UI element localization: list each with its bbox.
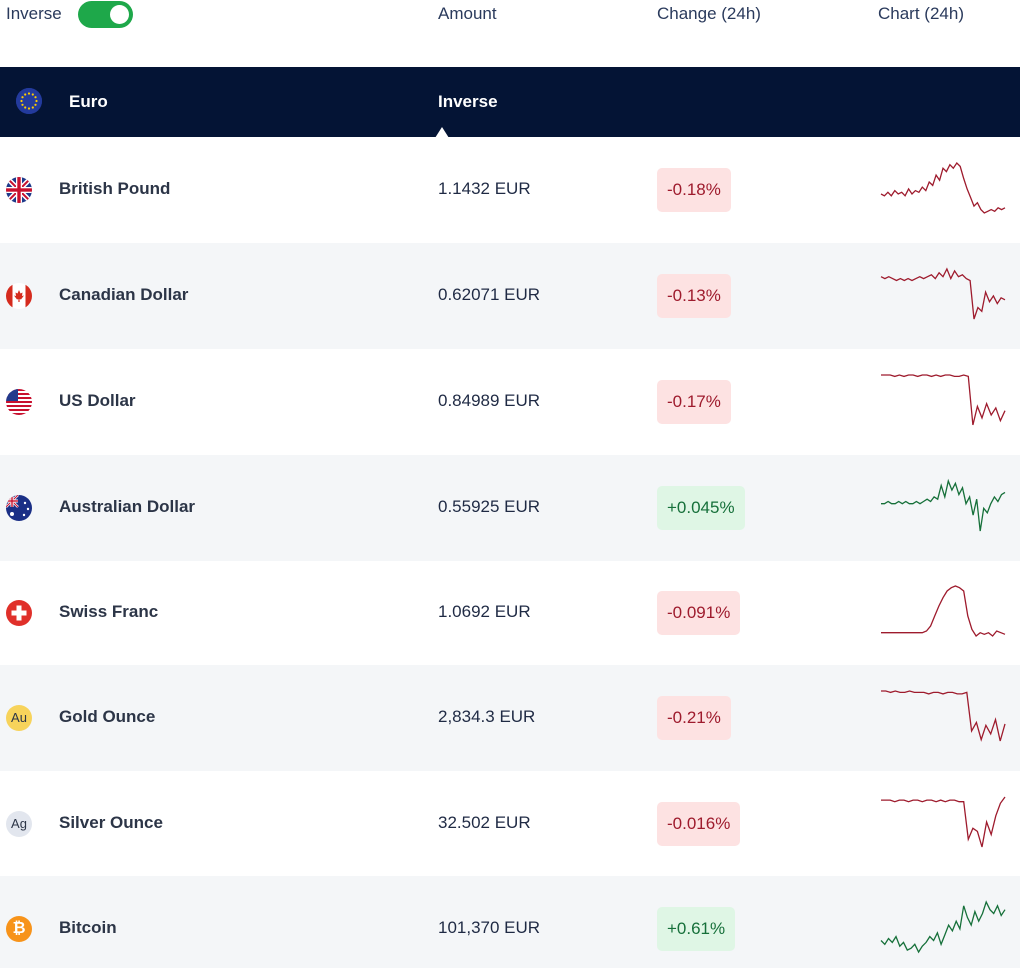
change-badge: -0.091% bbox=[657, 591, 741, 635]
currency-row-gold-ounce[interactable]: Au Gold Ounce 2,834.3 EUR -0.21% bbox=[0, 665, 1020, 771]
silver-icon: Ag bbox=[6, 811, 32, 837]
sparkline-line bbox=[881, 796, 1006, 848]
column-header-amount[interactable]: Amount bbox=[438, 4, 497, 23]
currency-amount: 0.84989 EUR bbox=[438, 391, 541, 410]
change-badge: -0.18% bbox=[657, 168, 731, 212]
change-badge: -0.21% bbox=[657, 696, 731, 740]
sparkline-chart bbox=[881, 374, 1006, 426]
sparkline-line bbox=[881, 585, 1006, 637]
currency-row-swiss-franc[interactable]: Swiss Franc 1.0692 EUR -0.091% bbox=[0, 560, 1020, 666]
currency-row-australian-dollar[interactable]: Australian Dollar 0.55925 EUR +0.045% bbox=[0, 455, 1020, 561]
currency-amount: 1.1432 EUR bbox=[438, 179, 531, 198]
base-mode-label: Inverse bbox=[438, 92, 498, 111]
currency-row-us-dollar[interactable]: US Dollar 0.84989 EUR -0.17% bbox=[0, 349, 1020, 455]
currency-name[interactable]: US Dollar bbox=[59, 391, 136, 410]
currency-row-silver-ounce[interactable]: Ag Silver Ounce 32.502 EUR -0.016% bbox=[0, 771, 1020, 877]
change-badge: -0.016% bbox=[657, 802, 741, 846]
sparkline-chart bbox=[881, 796, 1006, 848]
change-badge: +0.61% bbox=[657, 907, 736, 951]
sparkline-line bbox=[881, 478, 1006, 532]
column-header-chart: Chart (24h) bbox=[878, 4, 964, 23]
currency-name[interactable]: Australian Dollar bbox=[59, 497, 196, 516]
sparkline-line bbox=[881, 690, 1006, 742]
currency-name[interactable]: Swiss Franc bbox=[59, 602, 159, 621]
currency-name[interactable]: Gold Ounce bbox=[59, 707, 156, 726]
sparkline-chart bbox=[881, 585, 1006, 637]
currency-row-canadian-dollar[interactable]: Canadian Dollar 0.62071 EUR -0.13% bbox=[0, 243, 1020, 349]
currency-amount: 1.0692 EUR bbox=[438, 602, 531, 621]
currency-name[interactable]: Bitcoin bbox=[59, 918, 117, 937]
sparkline-line bbox=[880, 161, 1006, 214]
bitcoin-icon: ₿ bbox=[6, 916, 32, 942]
base-currency-name[interactable]: Euro bbox=[69, 92, 108, 111]
change-badge: -0.17% bbox=[657, 380, 731, 424]
table-header: Inverse Amount Change (24h) Chart (24h) bbox=[0, 0, 1020, 67]
sparkline-chart bbox=[881, 478, 1006, 532]
sparkline-chart bbox=[880, 161, 1006, 214]
gold-icon: Au bbox=[6, 705, 32, 731]
sparkline-chart bbox=[880, 900, 1006, 954]
currency-name[interactable]: Silver Ounce bbox=[59, 813, 163, 832]
currency-amount: 0.62071 EUR bbox=[438, 285, 541, 304]
inverse-label: Inverse bbox=[6, 4, 62, 23]
canada-flag-icon bbox=[6, 283, 32, 309]
currency-row-british-pound[interactable]: British Pound 1.1432 EUR -0.18% bbox=[0, 137, 1020, 243]
base-currency-row[interactable] bbox=[0, 67, 1020, 137]
inverse-toggle[interactable] bbox=[78, 1, 133, 28]
swiss-flag-icon bbox=[6, 600, 32, 626]
sparkline-chart bbox=[880, 267, 1006, 320]
australia-flag-icon bbox=[6, 495, 32, 521]
currency-amount: 32.502 EUR bbox=[438, 813, 531, 832]
us-flag-icon bbox=[6, 389, 32, 415]
sparkline-chart bbox=[881, 690, 1006, 742]
uk-flag-icon bbox=[6, 177, 32, 203]
currency-name[interactable]: Canadian Dollar bbox=[59, 285, 189, 304]
sparkline-line bbox=[881, 374, 1006, 426]
toggle-knob bbox=[110, 5, 129, 24]
selection-notch bbox=[435, 127, 449, 138]
currency-amount: 2,834.3 EUR bbox=[438, 707, 536, 726]
eu-flag-icon bbox=[16, 88, 42, 114]
sparkline-line bbox=[880, 900, 1006, 954]
change-badge: -0.13% bbox=[657, 274, 731, 318]
change-badge: +0.045% bbox=[657, 486, 745, 530]
currency-row-bitcoin[interactable]: ₿ Bitcoin 101,370 EUR +0.61% bbox=[0, 876, 1020, 968]
column-header-change[interactable]: Change (24h) bbox=[657, 4, 761, 23]
sparkline-line bbox=[880, 267, 1006, 320]
currency-amount: 101,370 EUR bbox=[438, 918, 541, 937]
currency-amount: 0.55925 EUR bbox=[438, 497, 541, 516]
currency-name[interactable]: British Pound bbox=[59, 179, 171, 198]
